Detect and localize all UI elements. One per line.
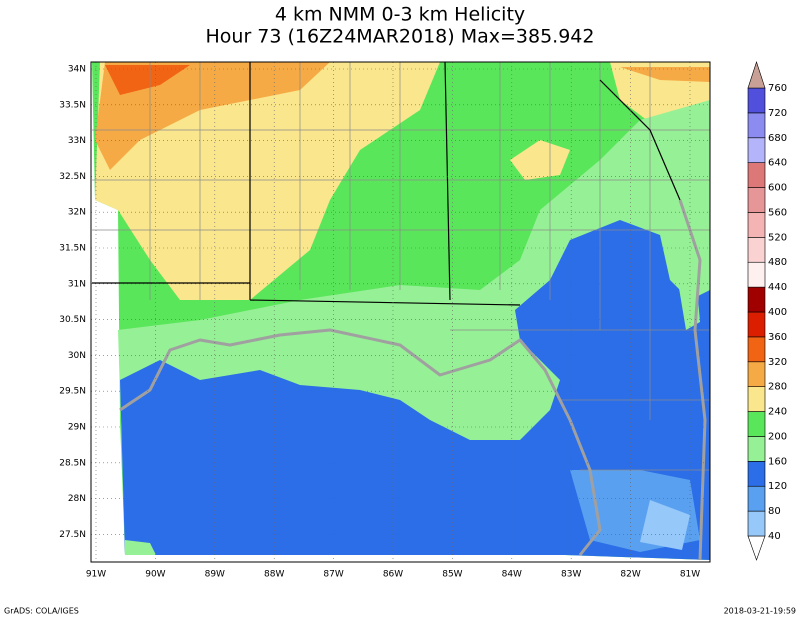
field-region [95, 62, 330, 170]
lat-label: 27.5N [59, 530, 86, 540]
lon-label: 84W [502, 570, 522, 580]
colorbar-segment [747, 212, 766, 238]
colorbar-segment [747, 510, 766, 537]
colorbar-label: 760 [768, 83, 787, 94]
colorbar-segment [747, 436, 766, 462]
lat-label: 32.5N [59, 172, 86, 182]
title-line: Hour 73 (16Z24MAR2018) Max=385.942 [206, 26, 595, 48]
axis-labels: 34N 33.5N 33N 32.5N 32N 31.5N 31N 30.5N 30N 29.5N… [59, 65, 700, 580]
colorbar-label: 400 [768, 307, 787, 318]
colorbar-label: 440 [768, 282, 787, 293]
colorbar-segment [747, 162, 766, 188]
lat-label: 32N [68, 208, 86, 218]
helicity-field [92, 62, 710, 560]
lon-label: 82W [620, 570, 640, 580]
colorbar-label: 240 [768, 407, 787, 418]
lat-label: 30N [68, 351, 86, 361]
colorbar-label: 520 [768, 232, 787, 243]
colorbar-segment [747, 261, 766, 288]
colorbar-segment [747, 336, 766, 363]
field-region [105, 65, 190, 95]
lon-label: 89W [205, 570, 225, 580]
colorbar-label: 640 [768, 158, 787, 169]
colorbar-label: 680 [768, 133, 787, 144]
field-region [640, 500, 690, 550]
lon-label: 91W [86, 570, 106, 580]
field-region [510, 140, 570, 180]
lat-label: 31.5N [59, 244, 86, 254]
lon-label: 88W [264, 570, 284, 580]
grid [91, 62, 710, 562]
lon-label: 87W [323, 570, 343, 580]
colorbar-label: 200 [768, 431, 787, 442]
lat-label: 33N [68, 136, 86, 146]
colorbar-segment [747, 187, 766, 213]
coastline [119, 199, 707, 561]
colorbar-segment [747, 386, 766, 412]
lat-label: 28.5N [59, 458, 86, 468]
colorbar-segment [747, 286, 766, 313]
lat-label: 30.5N [59, 315, 86, 325]
colorbar-segment [747, 411, 766, 437]
colorbar: 40 80 120 160 200 240 280 320 360 400 440 480 520 560… [747, 61, 787, 561]
colorbar-label: 720 [768, 108, 787, 119]
plot-frame [90, 61, 711, 563]
lat-label: 28N [68, 494, 86, 504]
colorbar-segment [747, 311, 766, 338]
lon-label: 85W [442, 570, 462, 580]
lat-label: 34N [68, 65, 86, 75]
colorbar-segment [747, 237, 766, 263]
colorbar-label: 80 [768, 506, 781, 517]
field-region [120, 220, 710, 560]
field-region [95, 62, 440, 300]
colorbar-label: 320 [768, 357, 787, 368]
colorbar-low [747, 535, 766, 561]
footer-left: GrADS: COLA/IGES [4, 607, 79, 616]
lon-label: 81W [680, 570, 700, 580]
colorbar-label: 600 [768, 183, 787, 194]
field-region [125, 540, 156, 555]
footer-right: 2018-03-21-19:59 [724, 607, 796, 616]
lon-label: 83W [561, 570, 581, 580]
lon-label: 90W [145, 570, 165, 580]
colorbar-label: 280 [768, 382, 787, 393]
lon-label: 86W [383, 570, 403, 580]
colorbar-high [747, 61, 766, 89]
colorbar-segment [747, 485, 766, 512]
colorbar-label: 360 [768, 332, 787, 343]
colorbar-segment [747, 461, 766, 487]
field-region [620, 67, 710, 82]
colorbar-label: 560 [768, 207, 787, 218]
lat-label: 29.5N [59, 387, 86, 397]
lat-label: 31N [68, 279, 86, 289]
state-lines [92, 61, 681, 306]
colorbar-segment [747, 361, 766, 387]
colorbar-segment [747, 87, 766, 114]
lat-label: 29N [68, 423, 86, 433]
colorbar-label: 160 [768, 456, 787, 467]
colorbar-label: 480 [768, 257, 787, 268]
title-line: 4 km NMM 0-3 km Helicity [275, 4, 525, 26]
colorbar-label: 40 [768, 531, 781, 542]
colorbar-segment [747, 137, 766, 163]
county-lines [92, 62, 710, 471]
boundaries [92, 61, 710, 561]
lat-label: 33.5N [59, 100, 86, 110]
colorbar-segment [747, 112, 766, 139]
colorbar-label: 120 [768, 481, 787, 492]
